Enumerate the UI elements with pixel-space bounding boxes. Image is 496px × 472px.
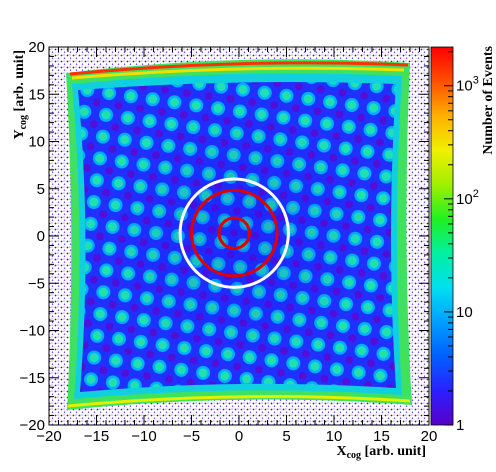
plot-area [49, 47, 429, 425]
hot-edge-top-yellow [71, 66, 405, 80]
x-tick-label: 20 [421, 428, 438, 445]
colorbar-tick-label: 1 [456, 417, 464, 434]
overlay-circle-2 [217, 216, 251, 250]
colorbar-gradient [430, 46, 454, 426]
x-tick-labels: −20 −15 −10 −5 0 5 10 15 20 [36, 428, 437, 445]
x-tick-label: 5 [282, 428, 290, 445]
y-tick-label: −10 [20, 323, 45, 340]
x-axis-title: Xcog [arb. unit] [336, 444, 426, 461]
hot-edge-top [69, 61, 409, 76]
y-tick-label: 20 [28, 39, 45, 56]
y-axis-title-unit: [arb. unit] [12, 50, 27, 115]
ticks-layer [48, 46, 430, 426]
overlay-circle-0 [178, 177, 290, 289]
y-tick-label: 5 [37, 181, 45, 198]
y-tick-labels: −20 −15 −10 −5 0 5 10 15 20 [20, 39, 45, 434]
overlay-circle-1 [190, 188, 279, 278]
y-axis-title: Ycog [arb. unit] [12, 50, 29, 140]
colorbar-tick-label: 102 [456, 188, 479, 208]
x-tick-label: 15 [373, 428, 390, 445]
x-tick-label: −15 [84, 428, 109, 445]
colorbar: 1 10 102 103 [430, 46, 479, 434]
x-axis-title-main: X [336, 444, 346, 459]
x-tick-label: 0 [235, 428, 243, 445]
colorbar-ticks: 1 10 102 103 [444, 51, 479, 434]
colorbar-title: Number of Events [481, 45, 496, 154]
x-axis-title-sub: cog [347, 450, 361, 461]
y-tick-label: 15 [28, 86, 45, 103]
x-axis-title-unit: [arb. unit] [361, 444, 426, 459]
y-tick-label: −5 [28, 275, 45, 292]
y-tick-label: 0 [37, 228, 45, 245]
x-tick-label: −5 [183, 428, 200, 445]
y-axis-title-sub: cog [18, 115, 29, 129]
y-tick-label: −20 [20, 417, 45, 434]
x-tick-label: −20 [36, 428, 61, 445]
y-tick-label: 10 [28, 134, 45, 151]
center-shading [80, 80, 398, 392]
x-tick-label: −10 [131, 428, 156, 445]
hot-edge-bottom [67, 395, 411, 408]
y-axis-title-main: Y [12, 129, 27, 139]
colorbar-tick-label: 103 [456, 75, 479, 95]
y-tick-label: −15 [20, 370, 45, 387]
x-tick-label: 10 [326, 428, 343, 445]
circles-layer [178, 177, 290, 289]
colorbar-tick-label: 10 [456, 304, 473, 321]
